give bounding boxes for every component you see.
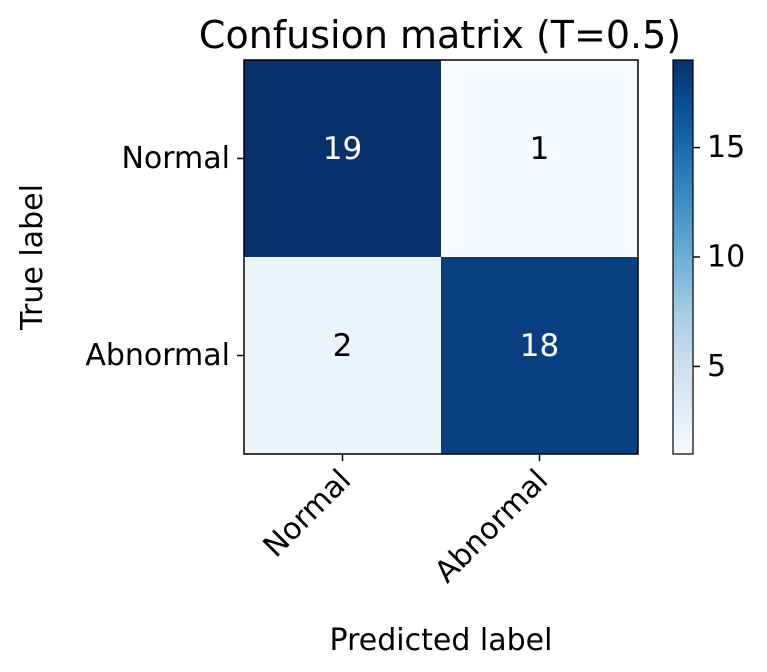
x-tick-label: Normal xyxy=(257,463,359,565)
matrix-cell xyxy=(441,60,638,257)
colorbar xyxy=(672,59,694,455)
colorbar-tick-label: 15 xyxy=(707,130,745,165)
matrix-cell xyxy=(244,60,441,257)
x-tick-label: Abnormal xyxy=(428,463,555,590)
chart-title: Confusion matrix (T=0.5) xyxy=(199,13,681,57)
colorbar-tick-label: 10 xyxy=(707,240,745,275)
x-axis-ticks: Normal Abnormal xyxy=(257,454,555,590)
y-axis-label: True label xyxy=(15,184,50,331)
plot-frame xyxy=(243,59,639,455)
matrix-cell xyxy=(441,257,638,454)
y-tick-label: Abnormal xyxy=(85,338,230,373)
y-tick-label: Normal xyxy=(121,141,230,176)
cell-value-label: 2 xyxy=(333,328,353,364)
cell-value-labels: 19 1 2 18 xyxy=(323,131,559,364)
matrix-cell xyxy=(244,257,441,454)
colorbar-tick-label: 5 xyxy=(707,349,726,384)
cell-value-label: 18 xyxy=(520,328,559,364)
y-axis-ticks: Normal Abnormal xyxy=(85,141,244,373)
cell-value-label: 1 xyxy=(530,131,550,167)
matrix-cells xyxy=(244,60,638,454)
cell-value-label: 19 xyxy=(323,131,362,167)
x-axis-label: Predicted label xyxy=(330,623,553,658)
colorbar-ticks: 5 10 15 xyxy=(693,130,745,384)
